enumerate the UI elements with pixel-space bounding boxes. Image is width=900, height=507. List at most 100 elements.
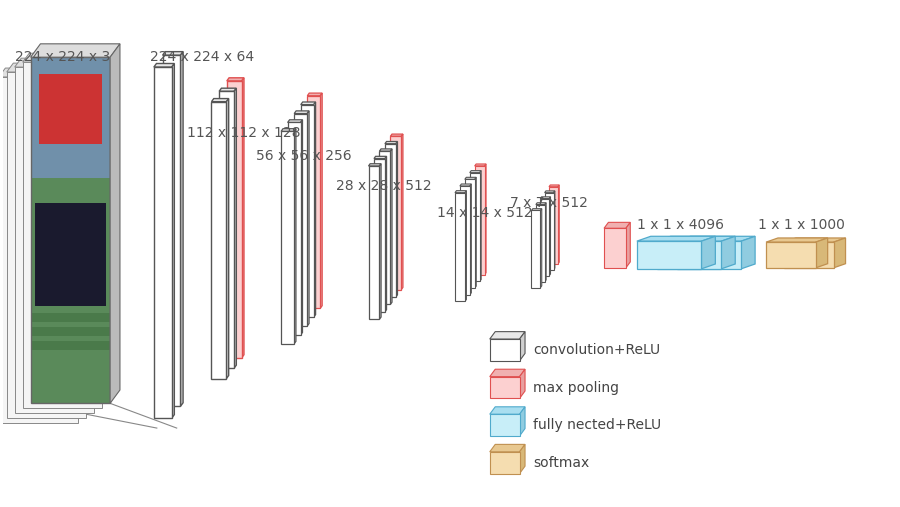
Polygon shape [14, 58, 101, 67]
Polygon shape [677, 241, 742, 269]
Polygon shape [301, 120, 302, 335]
Polygon shape [532, 210, 540, 287]
Polygon shape [626, 223, 630, 268]
Polygon shape [380, 149, 392, 151]
Polygon shape [766, 238, 828, 242]
Polygon shape [540, 197, 551, 199]
Text: convolution+ReLU: convolution+ReLU [533, 343, 660, 357]
Polygon shape [460, 184, 472, 186]
Polygon shape [549, 185, 559, 187]
Text: 224 x 224 x 64: 224 x 224 x 64 [150, 50, 254, 64]
Polygon shape [721, 236, 735, 269]
Polygon shape [480, 171, 482, 281]
Text: softmax: softmax [533, 456, 590, 469]
Polygon shape [385, 156, 386, 312]
Polygon shape [301, 104, 313, 317]
Polygon shape [219, 91, 234, 368]
Polygon shape [212, 102, 227, 379]
Polygon shape [490, 332, 525, 339]
Polygon shape [374, 156, 386, 159]
Text: 224 x 224 x 3: 224 x 224 x 3 [14, 50, 110, 64]
Polygon shape [519, 407, 525, 436]
Polygon shape [532, 209, 542, 210]
Text: 1 x 1 x 4096: 1 x 1 x 4096 [637, 219, 724, 232]
Polygon shape [540, 199, 549, 276]
Polygon shape [637, 241, 701, 269]
Text: fully nected+ReLU: fully nected+ReLU [533, 418, 662, 432]
Polygon shape [294, 114, 307, 326]
Polygon shape [385, 143, 396, 297]
Polygon shape [604, 223, 630, 228]
Polygon shape [31, 341, 110, 350]
Polygon shape [320, 93, 322, 308]
Polygon shape [519, 369, 525, 399]
Polygon shape [833, 238, 845, 268]
Polygon shape [31, 57, 110, 178]
Polygon shape [0, 77, 78, 423]
Text: 28 x 28 x 512: 28 x 28 x 512 [336, 179, 431, 193]
Polygon shape [604, 228, 626, 268]
Polygon shape [544, 191, 555, 193]
Polygon shape [31, 57, 110, 404]
Polygon shape [368, 166, 380, 319]
Polygon shape [554, 191, 555, 270]
Polygon shape [465, 191, 466, 302]
Polygon shape [455, 191, 466, 193]
Polygon shape [558, 185, 559, 264]
Polygon shape [154, 67, 172, 418]
Polygon shape [464, 177, 476, 179]
Polygon shape [490, 444, 525, 452]
Polygon shape [380, 164, 381, 319]
Text: max pooling: max pooling [533, 381, 619, 394]
Polygon shape [766, 242, 815, 268]
Polygon shape [34, 203, 106, 306]
Polygon shape [368, 164, 381, 166]
Polygon shape [657, 236, 735, 241]
Polygon shape [396, 141, 398, 297]
Polygon shape [490, 339, 519, 361]
Polygon shape [212, 98, 229, 102]
Polygon shape [181, 52, 183, 406]
Polygon shape [307, 111, 309, 326]
Polygon shape [227, 78, 244, 81]
Text: 1 x 1 x 1000: 1 x 1 x 1000 [758, 219, 845, 232]
Polygon shape [391, 134, 403, 136]
Polygon shape [784, 242, 833, 268]
Polygon shape [519, 332, 525, 361]
Polygon shape [490, 377, 519, 399]
Polygon shape [815, 238, 828, 268]
Polygon shape [784, 238, 845, 242]
Polygon shape [455, 193, 465, 302]
Polygon shape [474, 166, 484, 275]
Polygon shape [701, 236, 716, 269]
Polygon shape [549, 197, 551, 276]
Polygon shape [307, 96, 320, 308]
Polygon shape [307, 93, 322, 96]
Polygon shape [380, 151, 391, 304]
Polygon shape [154, 63, 175, 67]
Polygon shape [470, 184, 472, 295]
Polygon shape [536, 203, 546, 204]
Polygon shape [391, 149, 392, 304]
Polygon shape [391, 136, 401, 289]
Polygon shape [22, 62, 103, 408]
Polygon shape [294, 129, 296, 344]
Polygon shape [281, 131, 294, 344]
Polygon shape [464, 179, 474, 288]
Polygon shape [7, 63, 93, 72]
Text: 112 x 112 x 128: 112 x 112 x 128 [186, 126, 300, 140]
Polygon shape [288, 123, 301, 335]
Polygon shape [490, 407, 525, 414]
Polygon shape [519, 444, 525, 474]
Polygon shape [31, 327, 110, 336]
Polygon shape [14, 67, 94, 413]
Polygon shape [470, 171, 482, 173]
Polygon shape [294, 111, 309, 114]
Polygon shape [549, 187, 558, 264]
Polygon shape [0, 68, 85, 77]
Polygon shape [536, 204, 544, 282]
Polygon shape [490, 452, 519, 474]
Polygon shape [110, 44, 120, 404]
Polygon shape [470, 173, 480, 281]
Polygon shape [281, 129, 296, 131]
